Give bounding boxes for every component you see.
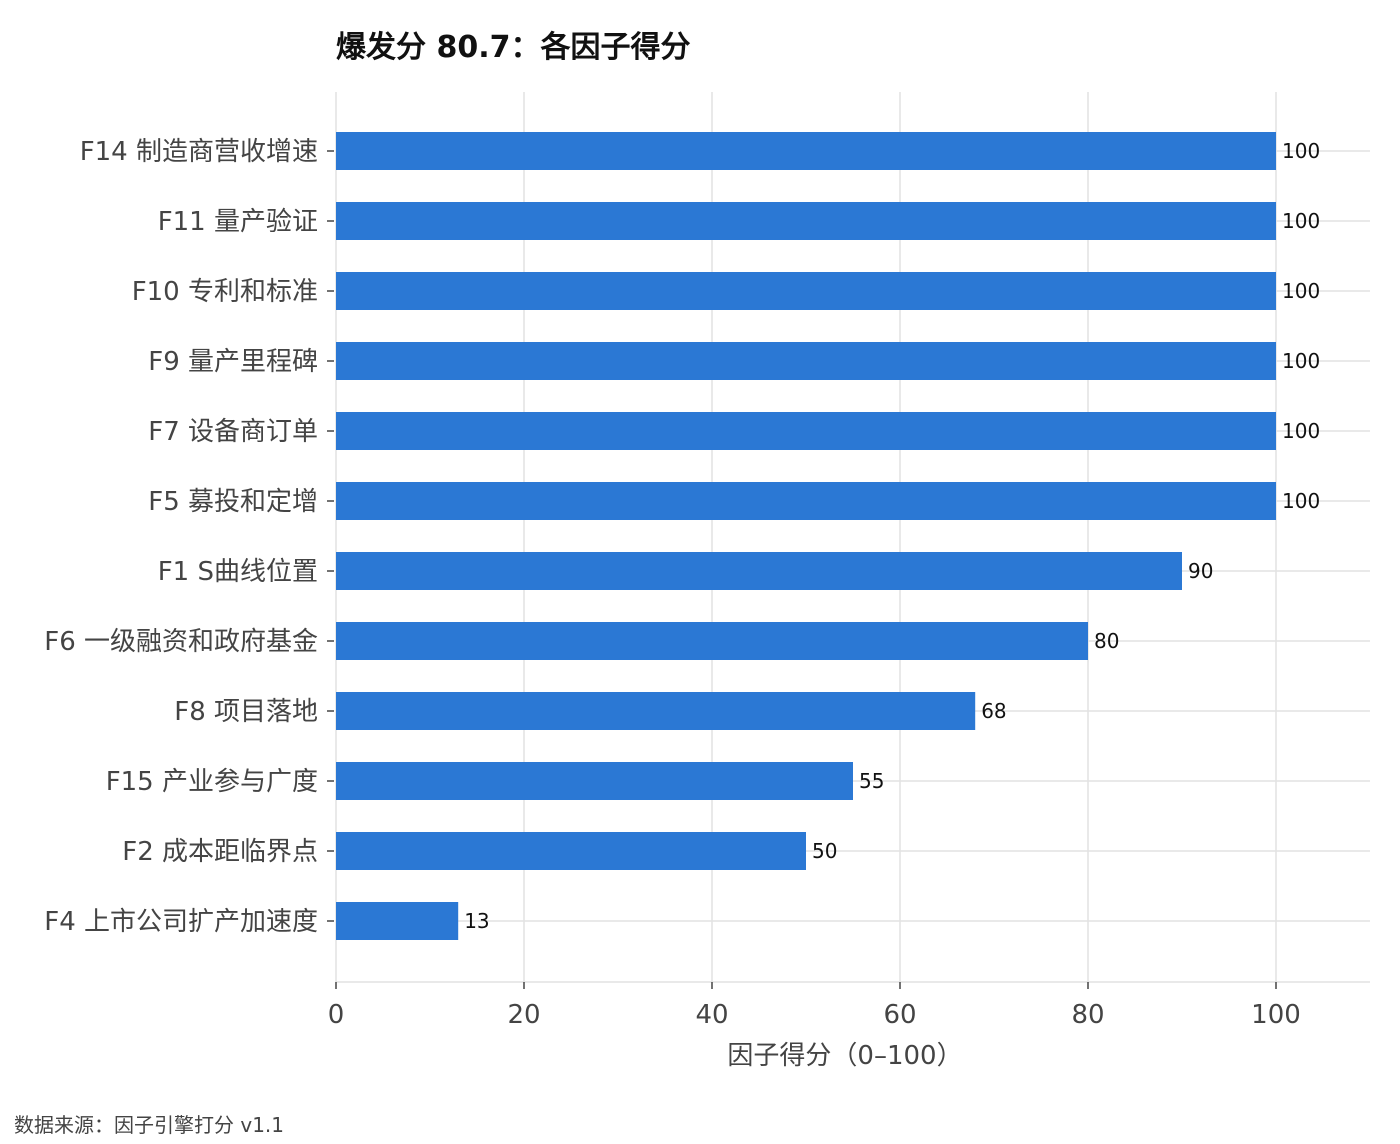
value-label: 68 [981, 699, 1006, 723]
category-label: F14 制造商营收增速 [80, 137, 318, 167]
category-label: F10 专利和标准 [132, 277, 318, 307]
category-label: F5 募投和定增 [148, 487, 318, 517]
bar [336, 762, 853, 800]
bars [336, 132, 1276, 940]
bar [336, 692, 976, 730]
category-label: F7 设备商订单 [148, 417, 318, 447]
source-note: 数据来源：因子引擎打分 v1.1 [14, 1113, 284, 1137]
x-tick-label: 40 [695, 1000, 728, 1030]
bar [336, 132, 1276, 170]
x-tick-label: 20 [507, 1000, 540, 1030]
x-axis-title: 因子得分（0–100） [727, 1041, 962, 1071]
chart-title: 爆发分 80.7：各因子得分 [336, 30, 690, 65]
value-label: 50 [812, 839, 837, 863]
bar [336, 342, 1276, 380]
category-label: F2 成本距临界点 [122, 837, 318, 867]
value-label: 90 [1188, 559, 1213, 583]
bar [336, 412, 1276, 450]
x-tick-label: 100 [1251, 1000, 1301, 1030]
category-label: F11 量产验证 [158, 207, 318, 237]
category-label: F4 上市公司扩产加速度 [44, 907, 318, 937]
value-label: 100 [1282, 419, 1320, 443]
category-labels: F14 制造商营收增速 F11 量产验证 F10 专利和标准 F9 量产里程碑 F7 设… [44, 137, 334, 937]
value-label: 13 [464, 909, 489, 933]
bar [336, 202, 1276, 240]
value-label: 100 [1282, 279, 1320, 303]
value-label: 100 [1282, 349, 1320, 373]
bar [336, 832, 806, 870]
bar [336, 482, 1276, 520]
value-label: 100 [1282, 139, 1320, 163]
bar [336, 552, 1182, 590]
bar [336, 622, 1088, 660]
value-label: 100 [1282, 209, 1320, 233]
x-tick-label: 0 [328, 1000, 345, 1030]
bar [336, 272, 1276, 310]
category-label: F6 一级融资和政府基金 [44, 627, 318, 657]
value-label: 100 [1282, 489, 1320, 513]
category-label: F15 产业参与广度 [106, 767, 318, 797]
x-axis: 0 20 40 60 80 100 [328, 981, 1370, 1030]
value-label: 55 [859, 769, 884, 793]
value-label: 80 [1094, 629, 1119, 653]
value-labels: 100 100 100 100 100 100 90 80 68 55 50 13 [464, 139, 1320, 933]
x-tick-label: 60 [883, 1000, 916, 1030]
category-label: F8 项目落地 [174, 697, 318, 727]
x-tick-label: 80 [1071, 1000, 1104, 1030]
category-label: F1 S曲线位置 [158, 557, 318, 587]
category-label: F9 量产里程碑 [148, 347, 318, 377]
bar [336, 902, 459, 940]
